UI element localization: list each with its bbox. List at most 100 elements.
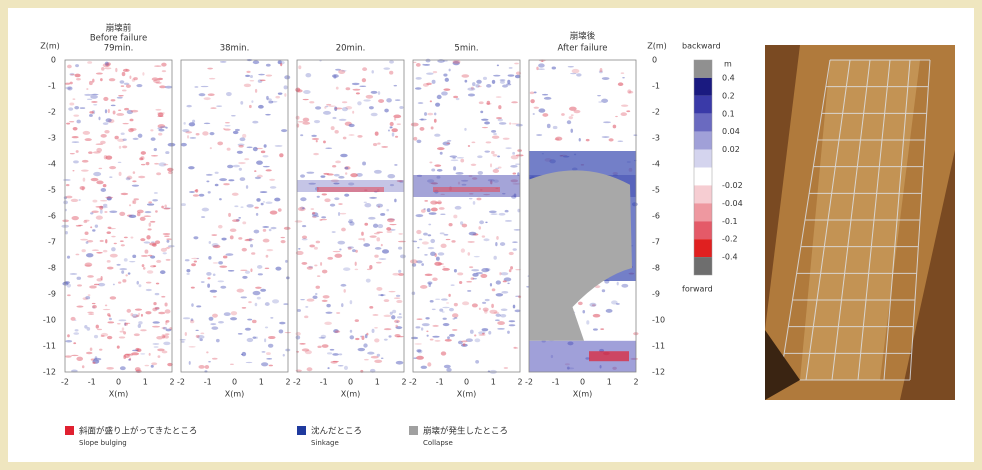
texture-spot: [514, 63, 519, 65]
texture-spot: [389, 60, 394, 63]
texture-spot: [465, 80, 468, 83]
texture-spot: [434, 119, 437, 123]
z-tick-label: -6: [48, 212, 56, 221]
texture-spot: [120, 331, 125, 333]
texture-spot: [116, 113, 124, 116]
texture-spot: [189, 191, 195, 193]
texture-spot: [182, 129, 189, 132]
texture-spot: [238, 162, 246, 164]
texture-spot: [124, 258, 128, 262]
texture-spot: [73, 160, 79, 163]
texture-spot: [165, 303, 168, 307]
texture-spot: [226, 253, 234, 256]
texture-spot: [366, 279, 371, 283]
texture-spot: [80, 239, 88, 241]
texture-spot: [366, 95, 373, 99]
texture-spot: [100, 200, 107, 202]
texture-spot: [67, 65, 72, 69]
texture-spot: [440, 152, 443, 155]
texture-spot: [107, 321, 114, 323]
texture-spot: [375, 247, 382, 250]
bottom-red: [589, 351, 629, 361]
texture-spot: [109, 176, 112, 178]
texture-spot: [300, 299, 305, 300]
panel-time: 5min.: [454, 44, 478, 54]
texture-spot: [493, 133, 497, 134]
texture-spot: [121, 193, 129, 195]
texture-spot: [148, 201, 152, 203]
panel-time: 20min.: [336, 44, 366, 54]
texture-spot: [139, 284, 142, 287]
texture-spot: [146, 282, 152, 284]
texture-spot: [498, 105, 501, 109]
texture-spot: [388, 129, 390, 131]
z-tick-label: -9: [48, 290, 56, 299]
legend-text-en: Slope bulging: [79, 439, 127, 447]
texture-spot: [530, 99, 534, 103]
z-tick-label: -5: [652, 186, 660, 195]
texture-spot: [93, 104, 97, 105]
texture-spot: [500, 80, 505, 83]
texture-spot: [481, 119, 489, 121]
texture-spot: [162, 70, 166, 72]
texture-spot: [473, 201, 476, 205]
texture-spot: [367, 269, 371, 270]
texture-spot: [89, 285, 97, 288]
texture-spot: [300, 134, 303, 136]
texture-spot: [94, 335, 98, 338]
texture-spot: [250, 268, 252, 272]
texture-spot: [462, 301, 469, 305]
colorbar-swatch: [694, 114, 712, 132]
texture-spot: [374, 233, 380, 235]
texture-spot: [73, 342, 76, 344]
texture-spot: [263, 166, 270, 167]
texture-spot: [132, 255, 136, 258]
texture-spot: [579, 138, 581, 142]
texture-spot: [417, 140, 422, 143]
texture-spot: [145, 365, 150, 367]
texture-spot: [534, 107, 540, 109]
texture-spot: [320, 262, 322, 266]
x-tick-label: -2: [293, 378, 301, 387]
texture-spot: [140, 217, 146, 221]
texture-spot: [341, 70, 346, 72]
texture-spot: [336, 312, 340, 313]
texture-spot: [466, 281, 472, 283]
texture-spot: [320, 175, 325, 177]
texture-spot: [437, 147, 445, 150]
texture-spot: [439, 308, 443, 311]
colorbar-swatch: [694, 203, 712, 221]
texture-spot: [161, 63, 166, 67]
texture-spot: [82, 160, 89, 163]
texture-spot: [346, 87, 351, 90]
texture-spot: [539, 108, 546, 112]
texture-spot: [212, 314, 218, 318]
texture-spot: [437, 169, 443, 172]
texture-spot: [443, 323, 450, 326]
texture-spot: [327, 257, 333, 260]
texture-spot: [435, 299, 440, 300]
texture-spot: [104, 67, 111, 69]
texture-spot: [425, 317, 429, 319]
texture-spot: [155, 82, 161, 84]
texture-spot: [495, 319, 500, 321]
texture-spot: [80, 186, 86, 190]
texture-spot: [312, 216, 316, 218]
texture-spot: [613, 125, 617, 129]
texture-spot: [477, 155, 482, 158]
texture-spot: [508, 74, 515, 76]
texture-spot: [497, 321, 505, 325]
texture-spot: [196, 305, 201, 307]
texture-spot: [165, 151, 169, 154]
texture-spot: [111, 236, 115, 238]
texture-spot: [555, 138, 560, 140]
x-tick-label: 0: [464, 378, 469, 387]
texture-spot: [196, 133, 200, 135]
texture-spot: [326, 304, 330, 307]
texture-spot: [201, 281, 205, 282]
texture-spot: [105, 197, 113, 199]
texture-spot: [627, 89, 631, 93]
texture-spot: [333, 251, 341, 252]
texture-spot: [509, 320, 516, 322]
texture-spot: [78, 225, 83, 226]
